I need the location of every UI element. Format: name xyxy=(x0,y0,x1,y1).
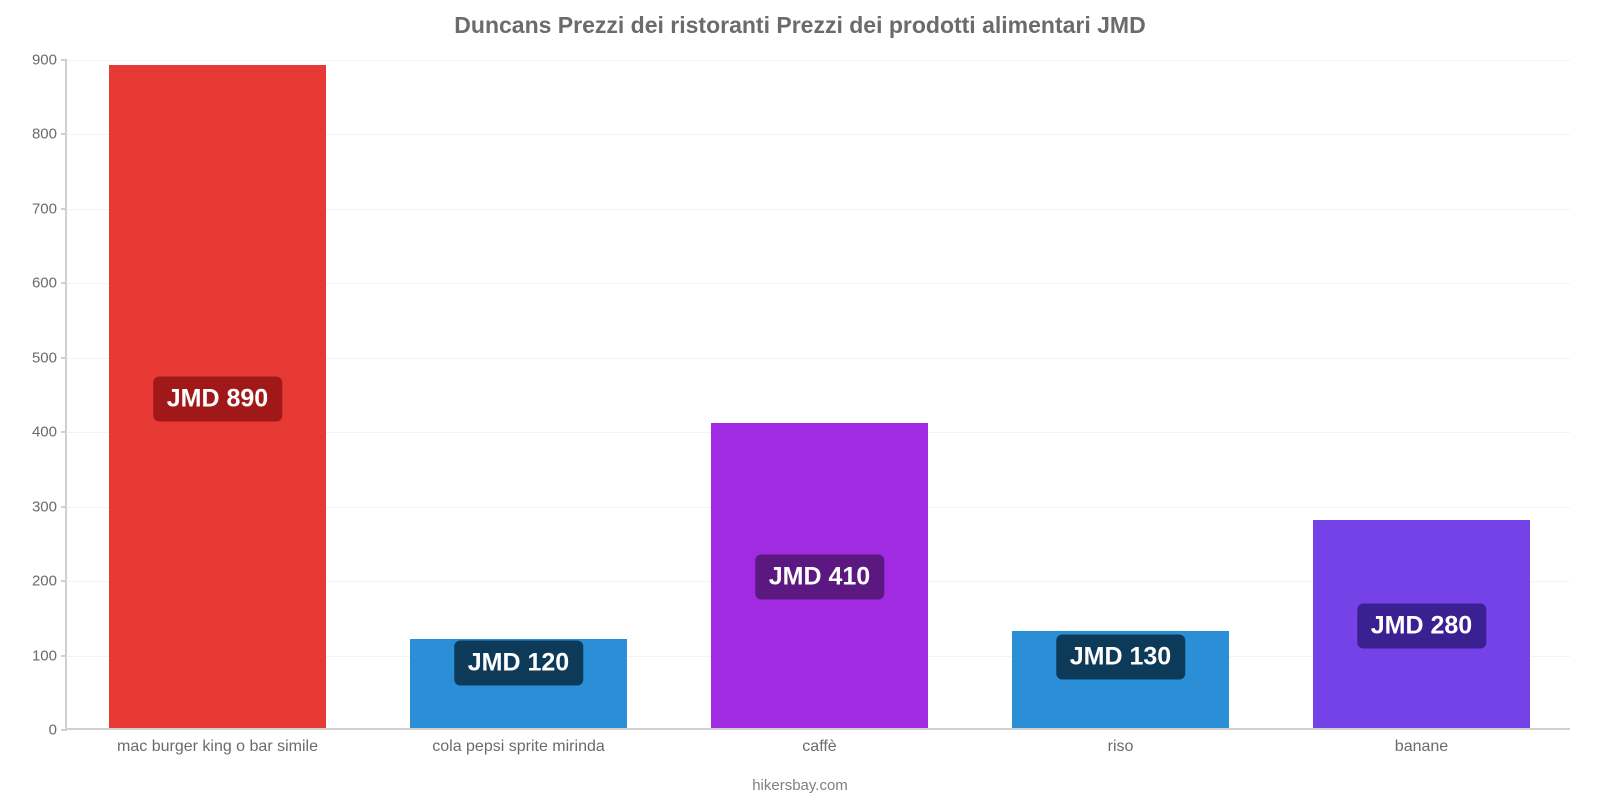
y-tick-label: 800 xyxy=(32,126,57,143)
y-tick-label: 200 xyxy=(32,573,57,590)
y-tick-label: 600 xyxy=(32,275,57,292)
bar-value-label: JMD 120 xyxy=(454,641,583,686)
bar-value-label: JMD 130 xyxy=(1056,635,1185,680)
bar-value-label: JMD 280 xyxy=(1357,603,1486,648)
y-tick-label: 400 xyxy=(32,424,57,441)
y-tick-mark xyxy=(61,655,67,657)
chart-container: Duncans Prezzi dei ristoranti Prezzi dei… xyxy=(0,0,1600,800)
bar-value-label: JMD 890 xyxy=(153,376,282,421)
x-tick-label: mac burger king o bar simile xyxy=(117,738,318,756)
x-tick-label: caffè xyxy=(802,738,836,756)
y-tick-mark xyxy=(61,282,67,284)
y-tick-label: 0 xyxy=(49,722,57,739)
x-tick-label: cola pepsi sprite mirinda xyxy=(432,738,605,756)
x-tick-label: banane xyxy=(1395,738,1448,756)
y-tick-label: 300 xyxy=(32,498,57,515)
y-tick-mark xyxy=(61,59,67,61)
gridline xyxy=(67,60,1570,61)
attribution-text: hikersbay.com xyxy=(0,777,1600,794)
bar-value-label: JMD 410 xyxy=(755,555,884,600)
y-tick-label: 900 xyxy=(32,52,57,69)
y-tick-mark xyxy=(61,580,67,582)
y-tick-mark xyxy=(61,357,67,359)
y-tick-label: 500 xyxy=(32,349,57,366)
x-tick-label: riso xyxy=(1108,738,1134,756)
y-tick-mark xyxy=(61,729,67,731)
y-tick-mark xyxy=(61,431,67,433)
y-tick-mark xyxy=(61,208,67,210)
chart-title: Duncans Prezzi dei ristoranti Prezzi dei… xyxy=(0,12,1600,39)
y-tick-label: 700 xyxy=(32,200,57,217)
y-tick-label: 100 xyxy=(32,647,57,664)
plot-area: 0100200300400500600700800900JMD 890mac b… xyxy=(65,60,1570,730)
y-tick-mark xyxy=(61,133,67,135)
y-tick-mark xyxy=(61,506,67,508)
